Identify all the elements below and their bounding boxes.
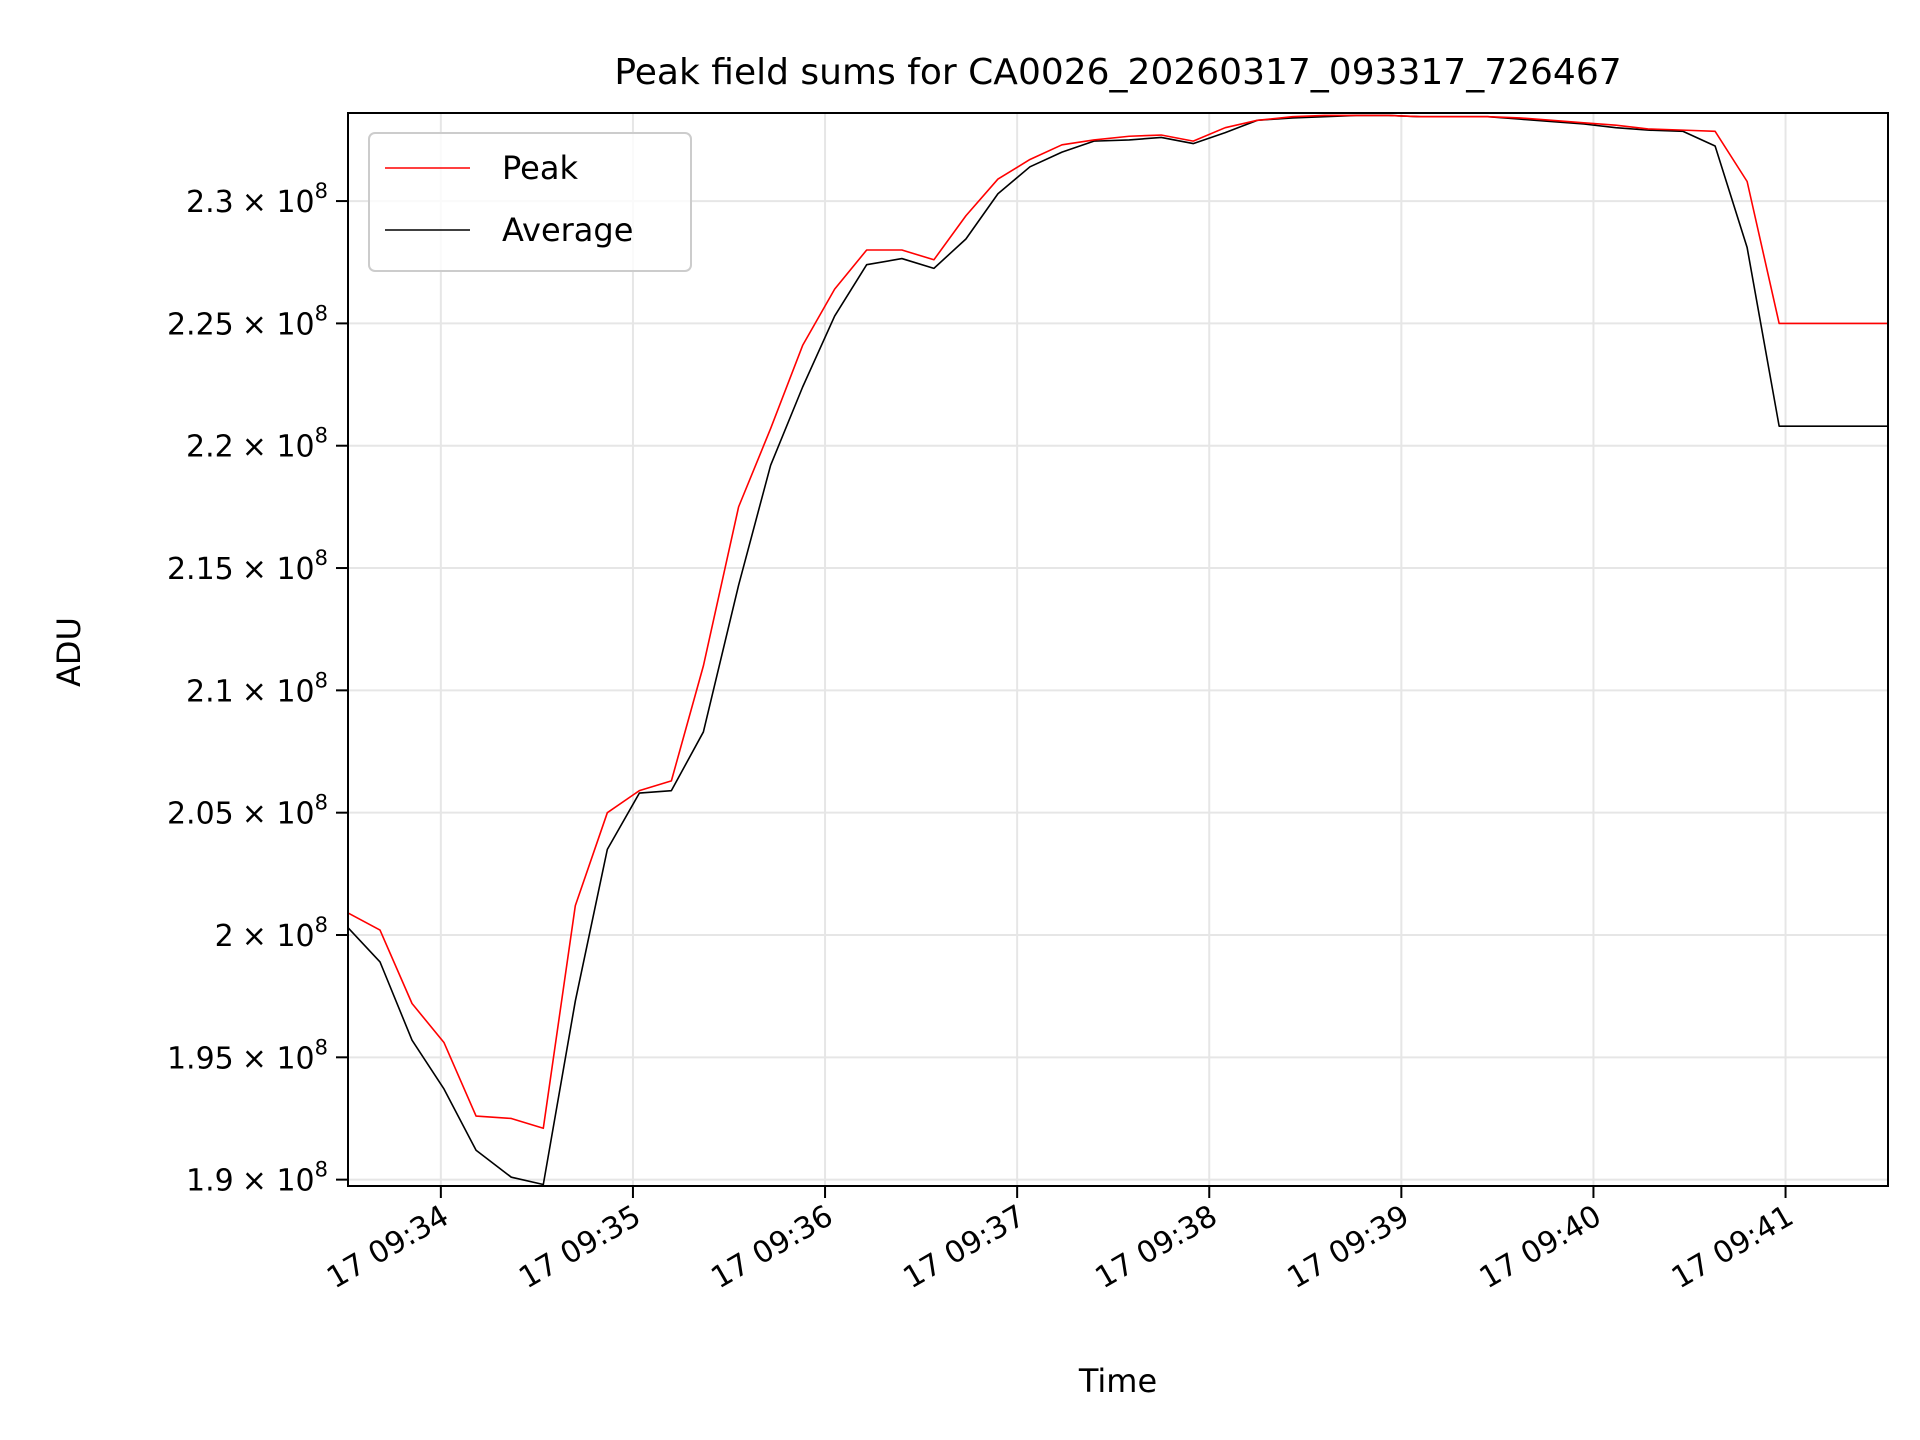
y-tick-exponent: 8 (315, 791, 328, 815)
grid-lines (348, 113, 1888, 1186)
y-axis-label: ADU (50, 617, 88, 687)
series-line-average (347, 114, 1888, 1186)
y-tick-mantissa: 2.25 (167, 307, 234, 342)
y-tick-exponent: 8 (315, 179, 328, 203)
y-tick-suffix: × 10 (242, 552, 315, 587)
y-tick-exponent: 8 (315, 913, 328, 937)
y-tick-mantissa: 2 (215, 919, 234, 954)
legend-label-peak: Peak (502, 149, 578, 187)
y-tick-mantissa: 2.15 (167, 552, 234, 587)
y-tick-suffix: × 10 (242, 185, 315, 220)
y-tick-label: 2.3 × 108 (186, 179, 328, 220)
y-tick-exponent: 8 (315, 668, 328, 692)
y-tick-mantissa: 1.95 (167, 1041, 234, 1076)
y-tick-label: 2.05 × 108 (167, 791, 328, 832)
y-tick-label: 1.9 × 108 (186, 1158, 328, 1199)
y-tick-suffix: × 10 (242, 797, 315, 832)
y-tick-label: 2.15 × 108 (167, 546, 328, 587)
plot-series (347, 114, 1888, 1186)
y-tick-label: 2.1 × 108 (186, 668, 328, 709)
y-tick-suffix: × 10 (242, 1164, 315, 1199)
y-tick-mantissa: 2.2 (186, 430, 234, 465)
y-tick-mantissa: 2.3 (186, 185, 234, 220)
plot-frame (347, 112, 1889, 1187)
y-tick-exponent: 8 (315, 301, 328, 325)
chart-title: Peak field sums for CA0026_20260317_0933… (614, 52, 1621, 93)
y-tick-mantissa: 1.9 (186, 1164, 234, 1199)
y-tick-suffix: × 10 (242, 430, 315, 465)
y-tick-exponent: 8 (315, 1035, 328, 1059)
y-tick-exponent: 8 (315, 424, 328, 448)
y-tick-suffix: × 10 (242, 674, 315, 709)
y-tick-label: 1.95 × 108 (167, 1035, 328, 1076)
y-tick-label: 2.25 × 108 (167, 301, 328, 342)
y-tick-exponent: 8 (315, 546, 328, 570)
legend-label-average: Average (502, 211, 633, 249)
legend: Peak Average (368, 132, 692, 272)
y-tick-label: 2 × 108 (215, 913, 328, 954)
y-tick-label: 2.2 × 108 (186, 424, 328, 465)
x-axis-label: Time (1078, 1362, 1157, 1400)
y-tick-suffix: × 10 (242, 307, 315, 342)
y-tick-mantissa: 2.1 (186, 674, 234, 709)
y-tick-exponent: 8 (315, 1158, 328, 1182)
series-line-peak (347, 114, 1888, 1130)
y-tick-suffix: × 10 (242, 919, 315, 954)
y-tick-mantissa: 2.05 (167, 797, 234, 832)
y-tick-suffix: × 10 (242, 1041, 315, 1076)
